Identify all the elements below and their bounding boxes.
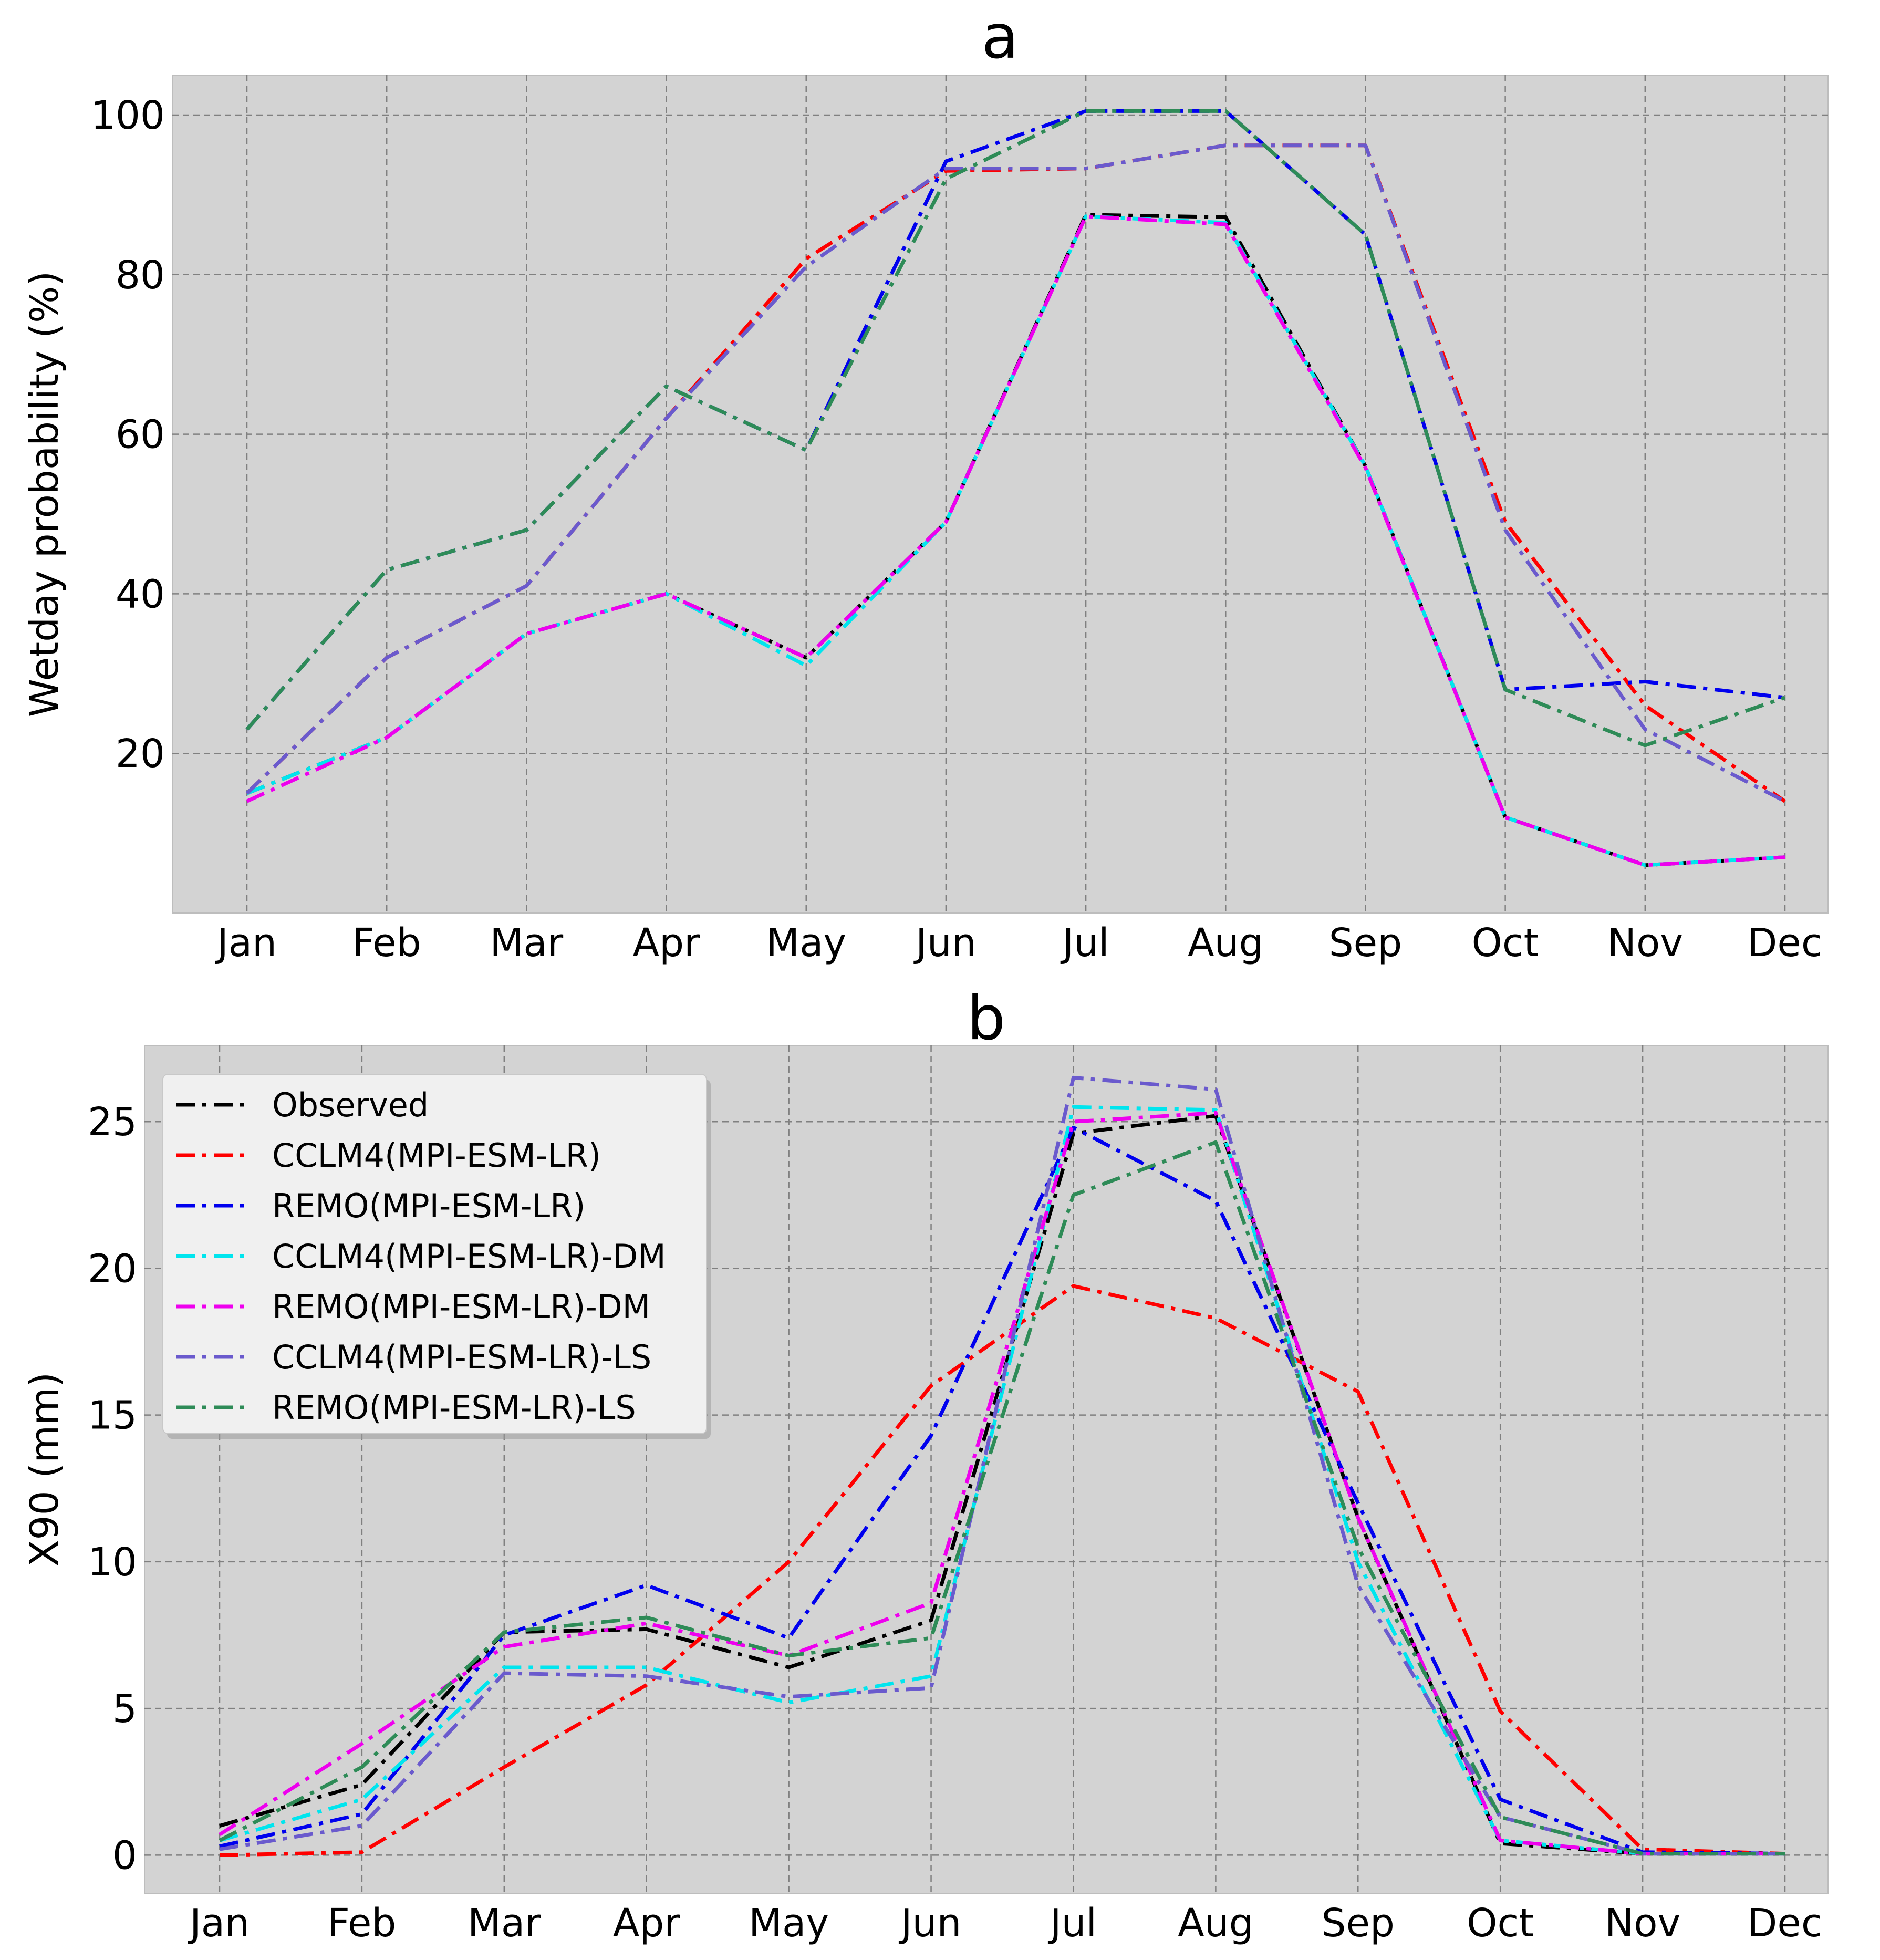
- legend-label: REMO(MPI-ESM-LR): [272, 1187, 585, 1225]
- x-tick-label: Aug: [1178, 1901, 1254, 1946]
- legend-label: Observed: [272, 1086, 429, 1124]
- x-tick-label: Oct: [1467, 1901, 1534, 1946]
- legend-label: CCLM4(MPI-ESM-LR): [272, 1136, 601, 1175]
- x-tick-label: Jul: [1060, 920, 1109, 966]
- legend-label: CCLM4(MPI-ESM-LR)-DM: [272, 1237, 666, 1275]
- y-tick-label: 5: [112, 1686, 137, 1731]
- x-tick-label: Oct: [1472, 920, 1539, 966]
- series-line: [219, 1284, 1785, 1857]
- series-line: [245, 109, 1785, 731]
- y-tick-label: 25: [88, 1100, 137, 1145]
- x-tick-label: Nov: [1605, 1901, 1680, 1946]
- y-tick-label: 20: [88, 1246, 137, 1291]
- x-tick-label: Jun: [913, 920, 977, 966]
- series-line: [246, 214, 1785, 867]
- x-tick-label: May: [766, 920, 846, 966]
- series-line: [219, 1111, 1785, 1856]
- chart-title: a: [981, 2, 1019, 72]
- x-tick-label: Nov: [1607, 920, 1683, 966]
- x-tick-label: Jun: [899, 1901, 962, 1946]
- y-tick-label: 20: [116, 731, 165, 776]
- x-tick-label: Mar: [490, 920, 564, 966]
- x-tick-label: Mar: [468, 1901, 541, 1946]
- x-tick-label: Apr: [633, 920, 701, 966]
- legend-label: REMO(MPI-ESM-LR)-DM: [272, 1288, 650, 1326]
- x-tick-label: Dec: [1747, 1901, 1822, 1946]
- x-tick-label: Sep: [1329, 920, 1402, 966]
- plot-area: [172, 75, 1829, 914]
- x-tick-label: Jan: [188, 1901, 250, 1946]
- series-line: [245, 143, 1786, 803]
- x-tick-label: Jan: [215, 920, 277, 966]
- legend: Observed CCLM4(MPI-ESM-LR) REMO(MPI-ESM-LR…: [162, 1074, 707, 1434]
- panel-b: Jan Feb Mar Apr May Jun Jul Aug Sep Oct Nov Dec 0 5 10…: [22, 983, 1829, 1946]
- x-tick-label: Sep: [1322, 1901, 1395, 1946]
- y-tick-label: 60: [116, 412, 165, 458]
- y-tick-label: 15: [88, 1393, 137, 1438]
- y-tick-label: 80: [116, 253, 165, 298]
- y-tick-label: 100: [91, 93, 165, 138]
- y-tick-label: 10: [88, 1540, 137, 1585]
- legend-box: [162, 1074, 707, 1434]
- chart-title: b: [967, 983, 1006, 1054]
- series-line: [219, 1140, 1785, 1856]
- legend-label: REMO(MPI-ESM-LR)-LS: [272, 1388, 636, 1427]
- x-tick-label: May: [749, 1901, 829, 1946]
- x-tick-label: Feb: [352, 920, 421, 966]
- y-tick-label: 0: [112, 1833, 137, 1878]
- y-tick-label: 40: [116, 572, 165, 617]
- y-axis-label: X90 (mm): [22, 1372, 67, 1567]
- x-tick-label: Jul: [1048, 1901, 1097, 1946]
- legend-label: CCLM4(MPI-ESM-LR)-LS: [272, 1338, 651, 1376]
- x-tick-label: Feb: [327, 1901, 396, 1946]
- y-axis-label: Wetday probability (%): [22, 271, 67, 717]
- x-tick-label: Apr: [613, 1901, 681, 1946]
- x-tick-label: Dec: [1747, 920, 1822, 966]
- x-tick-label: Aug: [1188, 920, 1264, 966]
- panel-a: Jan Feb Mar Apr May Jun Jul Aug Sep Oct Nov Dec 20 40…: [22, 2, 1829, 966]
